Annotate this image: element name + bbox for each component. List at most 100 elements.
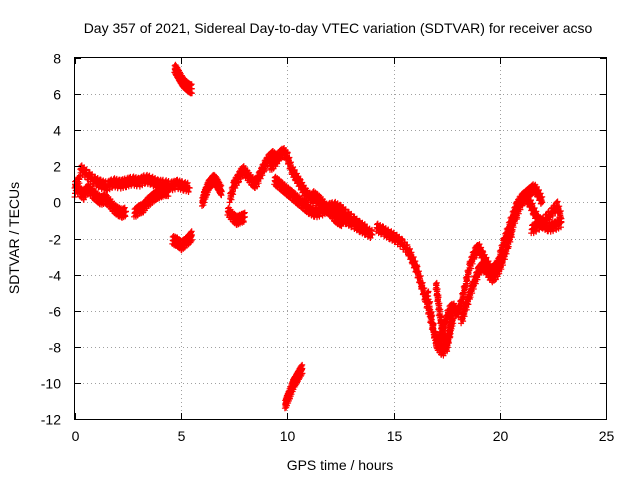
data-point — [341, 207, 348, 214]
data-point — [478, 244, 485, 251]
grid — [75, 58, 606, 419]
data-point — [412, 258, 419, 265]
data-point — [426, 299, 433, 306]
data-point — [121, 176, 127, 183]
data-point — [537, 190, 544, 197]
data-point — [499, 259, 506, 266]
data-point — [241, 213, 248, 220]
x-tick-label: 10 — [280, 428, 296, 444]
data-point — [553, 199, 560, 206]
data-point — [438, 320, 445, 327]
data-point — [460, 293, 467, 300]
data-point — [217, 191, 224, 198]
data-point — [82, 167, 89, 174]
data-point — [123, 208, 129, 215]
data-point — [531, 205, 538, 211]
data-point — [229, 188, 236, 195]
data-point — [558, 215, 565, 222]
data-point — [361, 222, 367, 228]
y-tick-label: -12 — [41, 412, 61, 428]
y-tick-label: -2 — [49, 232, 62, 248]
data-point — [241, 210, 247, 217]
data-point — [300, 182, 307, 189]
series-track-d — [171, 61, 195, 97]
data-point — [339, 219, 346, 226]
data-point — [417, 273, 424, 279]
data-point — [122, 212, 128, 219]
data-point — [450, 320, 457, 327]
x-axis-ticks: 0 5 10 15 20 25 — [72, 58, 615, 444]
data-point — [240, 217, 247, 224]
data-point — [420, 286, 427, 292]
data-point — [291, 166, 298, 173]
y-tick-label: -4 — [49, 268, 62, 284]
data-point — [464, 277, 470, 284]
data-point — [407, 245, 413, 252]
y-tick-label: 0 — [53, 195, 61, 211]
data-point — [284, 150, 290, 157]
data-point — [284, 149, 291, 156]
data-point — [287, 160, 294, 167]
data-point — [83, 166, 90, 173]
data-point — [415, 269, 422, 276]
data-point — [533, 227, 539, 234]
series-track-c — [131, 184, 172, 220]
series-track-o — [432, 279, 457, 355]
data-point — [528, 197, 534, 204]
series-track-s — [528, 198, 565, 237]
y-tick-label: -6 — [49, 304, 62, 320]
chart-title: Day 357 of 2021, Sidereal Day-to-day VTE… — [84, 20, 593, 36]
data-point — [435, 294, 442, 301]
data-point — [384, 227, 391, 234]
data-point — [462, 284, 469, 291]
data-point — [285, 155, 292, 162]
data-point — [165, 188, 172, 195]
series-track-b — [71, 177, 129, 221]
data-point — [533, 183, 540, 190]
data-point — [299, 365, 306, 372]
data-point — [408, 249, 415, 256]
data-point — [430, 321, 437, 327]
data-point — [188, 231, 195, 238]
y-tick-label: 2 — [53, 159, 61, 175]
data-point — [416, 273, 423, 280]
data-point — [536, 187, 542, 193]
data-point — [436, 307, 443, 314]
data-point — [476, 241, 483, 248]
data-point — [433, 286, 440, 293]
data-point — [424, 289, 431, 296]
data-point — [538, 194, 545, 201]
data-point — [419, 279, 426, 286]
x-tick-label: 25 — [599, 428, 615, 444]
data-point — [430, 321, 436, 328]
data-point — [338, 222, 345, 229]
series-track-k — [309, 188, 346, 230]
data-point — [369, 231, 376, 238]
data-point — [450, 314, 457, 321]
data-point — [461, 310, 468, 317]
series-track-h — [224, 204, 248, 228]
data-point — [183, 180, 190, 187]
data-point — [539, 193, 546, 200]
data-point — [368, 227, 375, 234]
x-tick-label: 0 — [72, 428, 80, 444]
data-point — [555, 204, 562, 211]
data-point — [416, 268, 422, 275]
data-point — [286, 154, 293, 161]
data-point — [185, 188, 192, 195]
data-point — [425, 288, 432, 295]
data-point — [186, 185, 193, 191]
data-point — [439, 319, 446, 326]
data-point — [403, 242, 410, 249]
data-point — [556, 208, 563, 215]
plot-frame — [74, 57, 607, 420]
data-point — [428, 313, 435, 320]
x-tick-label: 20 — [493, 428, 509, 444]
series-track-l — [281, 361, 306, 412]
data-point — [434, 286, 441, 292]
data-point — [389, 230, 396, 237]
data-point — [508, 227, 515, 234]
data-point — [449, 315, 456, 322]
data-point — [438, 314, 445, 320]
